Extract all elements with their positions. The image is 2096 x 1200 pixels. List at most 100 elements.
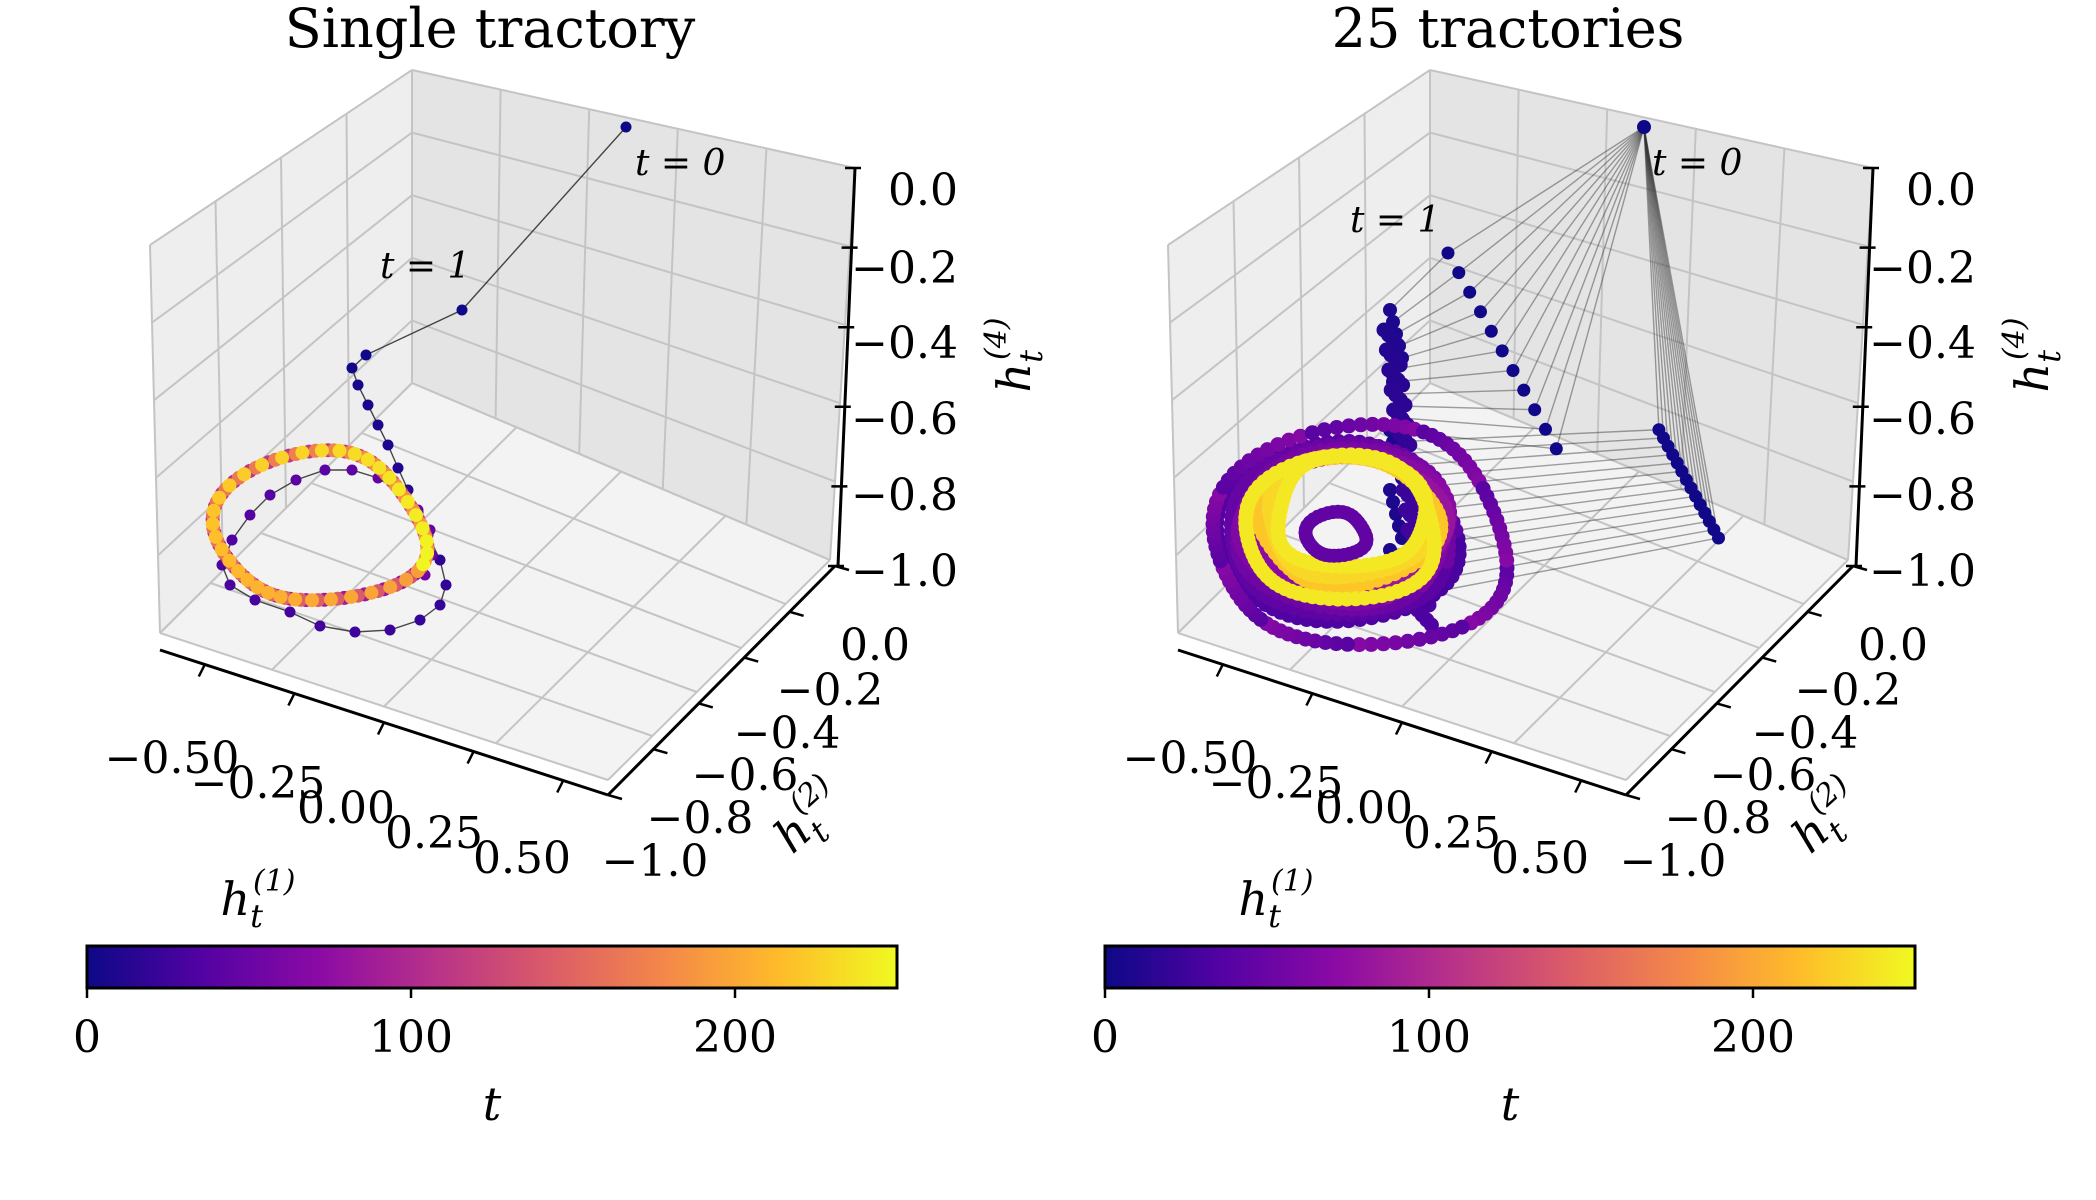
trajectory-point [434,554,446,566]
annotation-t0: t = 0 [1652,143,1742,184]
x-axis-label: ht(1) [221,864,296,935]
svg-text:ht(1): ht(1) [221,864,296,935]
trajectory-point [414,614,426,626]
z-axis-label-sup: (4) [1997,318,2032,361]
x-axis-label-sup: (1) [253,864,296,899]
trajectory-point [620,121,632,133]
grid-line [1763,148,1786,525]
trajectory-point [1357,525,1372,540]
trajectory-point [1353,417,1369,433]
back-pane-right [1430,70,1873,560]
trajectory-point [1329,420,1345,435]
grid-line [411,319,836,483]
svg-text:ht(4): ht(4) [979,318,1050,393]
trajectory-point [352,379,364,391]
grid-line [1169,131,1431,324]
trajectory-point [1484,324,1498,338]
trajectory-point [372,419,384,431]
trajectory-point [206,503,221,518]
trajectory-point [1712,531,1725,545]
y-tick-label: −1.0 [1620,836,1727,887]
trajectory-point [237,467,252,482]
trajectory-point [323,592,338,607]
trajectory-point [275,450,290,465]
trajectory-point [1388,635,1404,651]
z-tick-labels: 0.0 −0.2 −0.4 −0.6 −0.8 −1.0 [1869,165,1976,597]
trajectory-point [1423,629,1439,645]
grid-line [210,582,653,737]
grid-line [159,382,413,634]
grid-line [383,470,622,708]
z-tick-label: −1.0 [851,546,958,597]
x-tick-labels: −0.50 −0.25 0.00 0.25 0.50 [1123,733,1589,884]
trajectory-point [305,593,319,608]
grid-line [1401,470,1640,708]
x-tick-mark [197,663,206,678]
trajectory-point [319,464,331,476]
trajectory-point [440,579,452,591]
colorbar-label: t [1501,1077,1520,1131]
x-tick-label: 0.50 [473,833,571,884]
trajectory-point [1452,266,1466,280]
trajectory-point [391,482,406,497]
y-tick-mark [607,793,623,801]
x-tick-label: 0.00 [1315,783,1413,834]
x-tick-mark [1484,750,1493,765]
z-axis-label-sub: t [1012,350,1050,363]
colorbar-tick-label: 0 [1091,1012,1119,1063]
trajectory-point [1281,432,1297,448]
grid-line [271,426,518,671]
z-tick-label: −0.6 [1869,394,1976,445]
grid-line [495,515,727,744]
grid-line [1173,257,1431,479]
grid-line [411,131,851,248]
trajectory-point [383,580,398,595]
trajectory-point [205,516,220,531]
trajectory-point [419,534,434,549]
trajectory-point [214,542,229,557]
trajectory-point [1328,636,1344,652]
trajectory-point [222,478,237,493]
colorbar-tick-label: 0 [73,1012,101,1063]
y-tick-mark [698,702,714,709]
trajectory-point [1412,631,1428,647]
svg-text:ht(1): ht(1) [1239,864,1314,935]
z-tick-label: 0.0 [888,165,958,216]
grid-line [1167,244,1179,634]
grid-line [1363,113,1368,446]
z-tick-labels: 0.0 −0.2 −0.4 −0.6 −0.8 −1.0 [851,165,958,597]
z-tick-label: −0.6 [851,394,958,445]
grid-line [1379,432,1804,605]
grid-line [1512,89,1520,419]
trajectory-point [1386,495,1400,509]
grid-line [280,157,287,509]
grid-line [1171,194,1431,401]
y-tick-labels: 0.0 −0.2 −0.4 −0.6 −0.8 −1.0 [1620,620,1928,887]
trajectory-point [208,529,223,544]
y-axis-line [606,564,837,797]
colorbar-tick-label: 200 [693,1012,777,1063]
trajectory-point [347,447,362,461]
y-tick-mark [1625,793,1641,801]
z-tick-label: −0.2 [1869,243,1976,294]
floor-pane [1178,383,1848,780]
grid-line [411,382,831,561]
y-tick-label: −0.2 [777,665,884,716]
z-tick-label: −1.0 [1869,546,1976,597]
y-tick-mark [1761,656,1777,663]
x-tick-mark [466,750,475,765]
grid-line [214,201,224,571]
trajectory-point [382,439,394,451]
trajectory-point [226,534,238,546]
trajectory-point [1499,552,1515,568]
trajectory-point [1316,422,1332,438]
z-tick-label: −0.8 [1869,470,1976,521]
trajectory-point [384,624,396,636]
grid-line [1625,559,1849,781]
colorbar-tick-label: 100 [369,1012,453,1063]
x-tick-label: 0.50 [1491,833,1589,884]
grid-line [1167,69,1431,246]
trajectory-point [284,606,296,618]
x-tick-mark [1394,721,1404,736]
